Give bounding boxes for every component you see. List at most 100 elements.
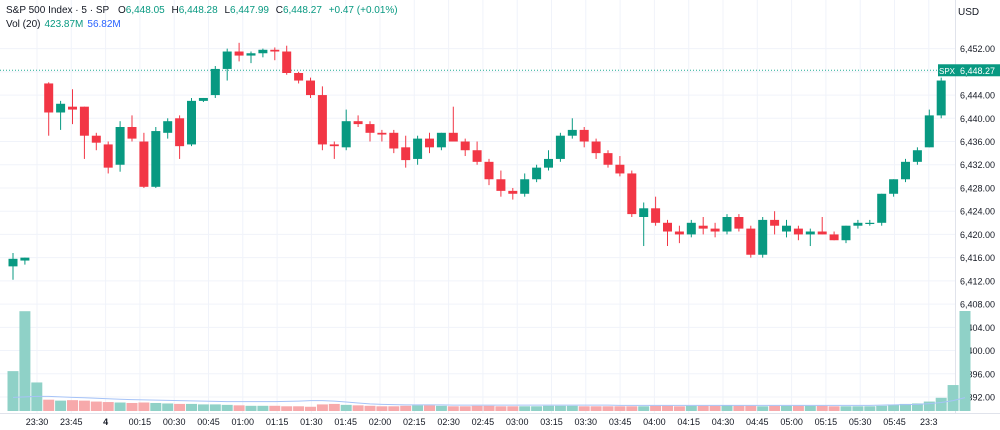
- candle-body: [674, 231, 684, 235]
- y-tick-label: 6,420.00: [960, 230, 995, 240]
- low-label: L: [224, 5, 231, 16]
- candle-body: [306, 80, 315, 96]
- candle-body: [889, 179, 899, 194]
- volume-bar: [543, 405, 554, 411]
- x-tick-label: 00:30: [163, 417, 186, 427]
- candle-body: [829, 234, 839, 241]
- y-tick-label: 6,424.00: [960, 207, 995, 217]
- high-label: H: [171, 5, 179, 16]
- candle-body: [734, 217, 744, 229]
- y-tick-label: 6,428.00: [960, 183, 995, 193]
- volume-bar: [400, 405, 412, 411]
- volume-bar: [650, 405, 662, 411]
- candle-body: [532, 167, 542, 180]
- candle-body: [20, 257, 30, 261]
- volume-bar: [781, 405, 792, 411]
- volume-bar: [19, 311, 31, 411]
- volume-bar: [852, 406, 864, 411]
- close-value: 6,448.27: [282, 5, 322, 16]
- volume-bar: [828, 406, 840, 411]
- x-tick-label: 04:30: [712, 417, 735, 427]
- candle-body: [615, 164, 625, 174]
- volume-bar: [150, 402, 162, 411]
- price-tag-symbol-bg: [938, 64, 956, 77]
- volume-bar: [412, 405, 424, 411]
- candle-body: [591, 141, 601, 154]
- x-tick-label: 04:45: [746, 417, 769, 427]
- y-tick-label: 6,452.00: [960, 44, 995, 54]
- volume-bar: [745, 405, 757, 411]
- candle-body: [460, 141, 470, 151]
- volume-bar: [816, 405, 828, 411]
- volume-value: 423.87M: [44, 19, 84, 30]
- candle-body: [924, 115, 934, 148]
- y-tick-label: 6,408.00: [960, 300, 995, 310]
- x-tick-label: 03:15: [540, 417, 563, 427]
- x-tick-label: 01:15: [266, 417, 289, 427]
- volume-bar: [447, 406, 459, 411]
- x-tick-label: 04:00: [643, 417, 666, 427]
- candle-body: [793, 228, 803, 235]
- volume-bar: [174, 403, 186, 411]
- candle-body: [44, 83, 54, 113]
- legend: S&P 500 Index · 5 · SP O6,448.05 H6,448.…: [6, 4, 402, 32]
- low-value: 6,447.99: [230, 5, 269, 16]
- candle-body: [341, 121, 351, 148]
- volume-bar: [697, 405, 709, 411]
- legend-volume-row: Vol (20) 423.87M 56.82M: [6, 18, 402, 32]
- volume-bar: [305, 406, 316, 411]
- volume-ma-value: 56.82M: [87, 19, 121, 30]
- currency-label[interactable]: USD: [958, 7, 980, 18]
- volume-bar: [221, 404, 233, 411]
- volume-bar: [197, 404, 209, 411]
- volume-ma-line: [12, 395, 966, 406]
- candle-body: [472, 150, 482, 162]
- volume-bar: [162, 403, 174, 411]
- candle-body: [710, 228, 720, 232]
- candle-body: [663, 222, 672, 232]
- candle-body: [282, 51, 292, 73]
- volume-bar: [376, 406, 388, 411]
- volume-bar: [281, 406, 293, 411]
- volume-bar: [614, 406, 626, 411]
- y-tick-label: 6,392.00: [960, 393, 995, 403]
- volume-bar: [209, 404, 221, 411]
- volume-bar: [662, 405, 673, 411]
- volume-bar: [804, 405, 816, 411]
- x-tick-label: 03:00: [506, 417, 529, 427]
- candle-body: [234, 51, 244, 56]
- x-tick-label: 02:00: [369, 417, 392, 427]
- x-tick-label: 02:15: [403, 417, 426, 427]
- x-tick-label: 00:45: [197, 417, 220, 427]
- open-value: 6,448.05: [125, 5, 165, 16]
- candle-body: [901, 161, 910, 180]
- x-tick-label: 05:30: [849, 417, 872, 427]
- x-tick-label: 4: [103, 417, 108, 427]
- candle-body: [8, 258, 18, 267]
- volume-bar: [947, 385, 959, 411]
- volume-bar: [840, 406, 852, 411]
- candle-body: [448, 132, 458, 142]
- x-tick-label: 02:45: [472, 417, 495, 427]
- volume-bar: [864, 406, 876, 411]
- candle-body: [782, 225, 791, 232]
- candle-body: [139, 141, 149, 187]
- candle-body: [936, 80, 946, 116]
- volume-bar: [435, 405, 447, 411]
- change-value: +0.47 (+0.01%): [328, 5, 398, 16]
- x-tick-label: 05:45: [883, 417, 906, 427]
- candle-body: [567, 129, 577, 136]
- candle-body: [544, 158, 553, 168]
- symbol-title: S&P 500 Index · 5 · SP: [6, 5, 110, 16]
- price-tag-bg: [956, 64, 1000, 77]
- candle-body: [210, 68, 220, 96]
- high-value: 6,448.28: [178, 5, 218, 16]
- price-tag-value: 6,448.27: [960, 66, 995, 76]
- volume-bar: [638, 406, 650, 411]
- candle-body: [817, 231, 827, 235]
- candle-body: [187, 100, 196, 145]
- volume-label: Vol (20): [6, 19, 41, 30]
- volume-bar: [233, 405, 245, 411]
- volume-bar: [55, 400, 67, 411]
